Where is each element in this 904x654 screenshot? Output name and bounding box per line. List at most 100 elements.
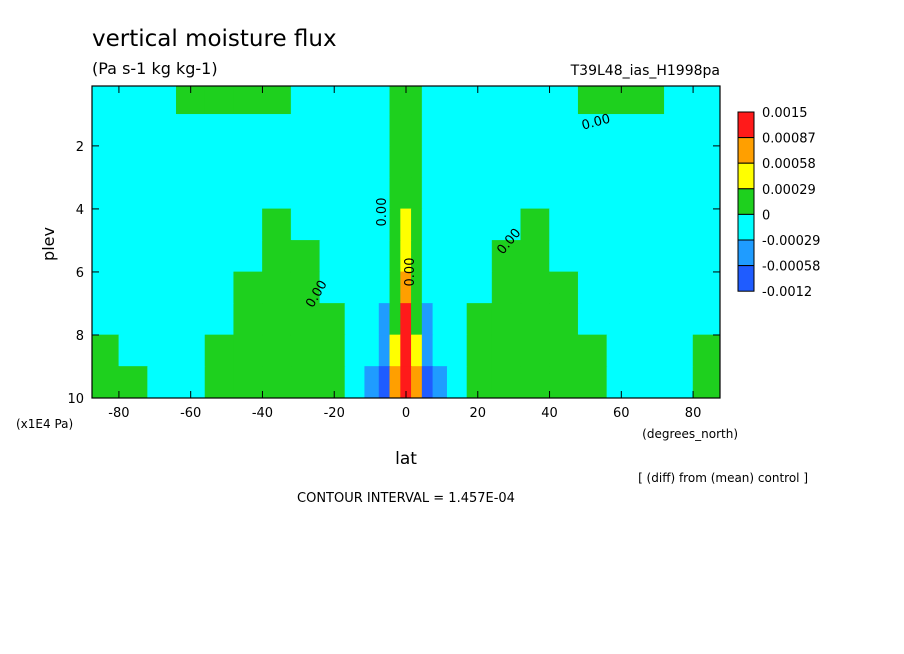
contour-cell — [262, 177, 292, 210]
run-label: T39L48_ias_H1998pa — [570, 63, 720, 79]
y-tick-label: 10 — [67, 392, 84, 407]
colorbar-box — [737, 213, 755, 241]
contour-cell — [204, 271, 235, 304]
contour-cell — [664, 114, 694, 147]
contour-cell — [262, 303, 292, 336]
contour-cell — [204, 366, 235, 399]
contour-cell — [577, 177, 608, 210]
contour-cell — [446, 85, 468, 115]
contour-cell — [692, 334, 721, 367]
contour-cell — [118, 366, 148, 399]
contour-cell — [491, 85, 522, 115]
plot-area — [91, 85, 721, 399]
contour-cell — [411, 208, 423, 241]
contour-cell — [176, 208, 206, 241]
contour-cell — [344, 303, 366, 336]
x-units: (degrees_north) — [642, 427, 738, 441]
contour-cell — [520, 366, 550, 399]
contour-cell — [421, 114, 434, 147]
contour-cell — [549, 303, 579, 336]
contour-cell — [606, 271, 636, 304]
x-tick-label: 80 — [685, 406, 702, 421]
contour-cell — [421, 303, 434, 336]
contour-cell — [262, 114, 292, 147]
contour-cell — [466, 177, 493, 210]
contour-cell — [176, 334, 206, 367]
contour-cell — [549, 208, 579, 241]
contour-cell — [290, 114, 321, 147]
contour-cell — [91, 208, 120, 241]
contour-cell — [118, 240, 148, 273]
contour-cell — [204, 85, 235, 115]
contour-cell — [491, 145, 522, 178]
chart-subtitle: (Pa s-1 kg kg-1) — [92, 59, 218, 78]
contour-cell — [91, 85, 120, 115]
contour-cell — [432, 334, 448, 367]
contour-cell — [319, 334, 346, 367]
contour-cell — [432, 366, 448, 399]
contour-cell — [319, 177, 346, 210]
contour-cell — [549, 334, 579, 367]
contour-cell — [319, 85, 346, 115]
contour-cell — [91, 177, 120, 210]
colorbar-box — [737, 239, 755, 267]
contour-cell — [635, 303, 665, 336]
contour-cell — [466, 303, 493, 336]
contour-cell — [147, 208, 177, 241]
contour-cell — [692, 366, 721, 399]
contour-cell — [692, 145, 721, 178]
contour-cell — [204, 145, 235, 178]
contour-cell — [692, 240, 721, 273]
contour-cell — [432, 114, 448, 147]
contour-cell — [147, 303, 177, 336]
contour-cell — [118, 208, 148, 241]
x-tick-label: -40 — [252, 406, 273, 421]
x-tick-label: 40 — [541, 406, 558, 421]
contour-cell — [147, 366, 177, 399]
colorbar-box — [737, 188, 755, 215]
contour-cell — [577, 271, 608, 304]
contour-cell — [147, 240, 177, 273]
contour-cell — [421, 366, 434, 399]
contour-cell — [344, 366, 366, 399]
contour-cell — [204, 334, 235, 367]
contour-cell — [606, 145, 636, 178]
colorbar-label: 0.00029 — [762, 183, 816, 198]
contour-cell — [389, 271, 401, 304]
contour-cell — [118, 177, 148, 210]
contour-cell — [344, 145, 366, 178]
contour-cell — [378, 271, 391, 304]
contour-cell — [549, 145, 579, 178]
contour-cell — [421, 208, 434, 241]
contour-cell — [692, 85, 721, 115]
colorbar-box — [737, 162, 755, 190]
contour-cell — [262, 145, 292, 178]
contour-cell — [176, 177, 206, 210]
colorbar-label: -0.0012 — [762, 285, 812, 300]
contour-cell — [411, 334, 423, 367]
contour-cell — [635, 271, 665, 304]
contour-cell — [91, 145, 120, 178]
x-tick-label: 20 — [469, 406, 486, 421]
contour-cell — [176, 145, 206, 178]
contour-cell — [233, 303, 263, 336]
contour-cell — [692, 271, 721, 304]
contour-cell — [411, 114, 423, 147]
contour-cell — [692, 177, 721, 210]
contour-cell — [549, 85, 579, 115]
contour-cell — [344, 85, 366, 115]
contour-cell — [118, 271, 148, 304]
contour-cell — [344, 177, 366, 210]
contour-cell — [378, 240, 391, 273]
contour-cell — [421, 271, 434, 304]
contour-cell — [290, 145, 321, 178]
contour-cell — [389, 240, 401, 273]
contour-cell — [91, 114, 120, 147]
contour-cell — [606, 208, 636, 241]
contour-cell — [118, 145, 148, 178]
contour-cell — [664, 145, 694, 178]
contour-cell — [147, 271, 177, 304]
contour-cell — [290, 366, 321, 399]
contour-cell — [91, 334, 120, 367]
